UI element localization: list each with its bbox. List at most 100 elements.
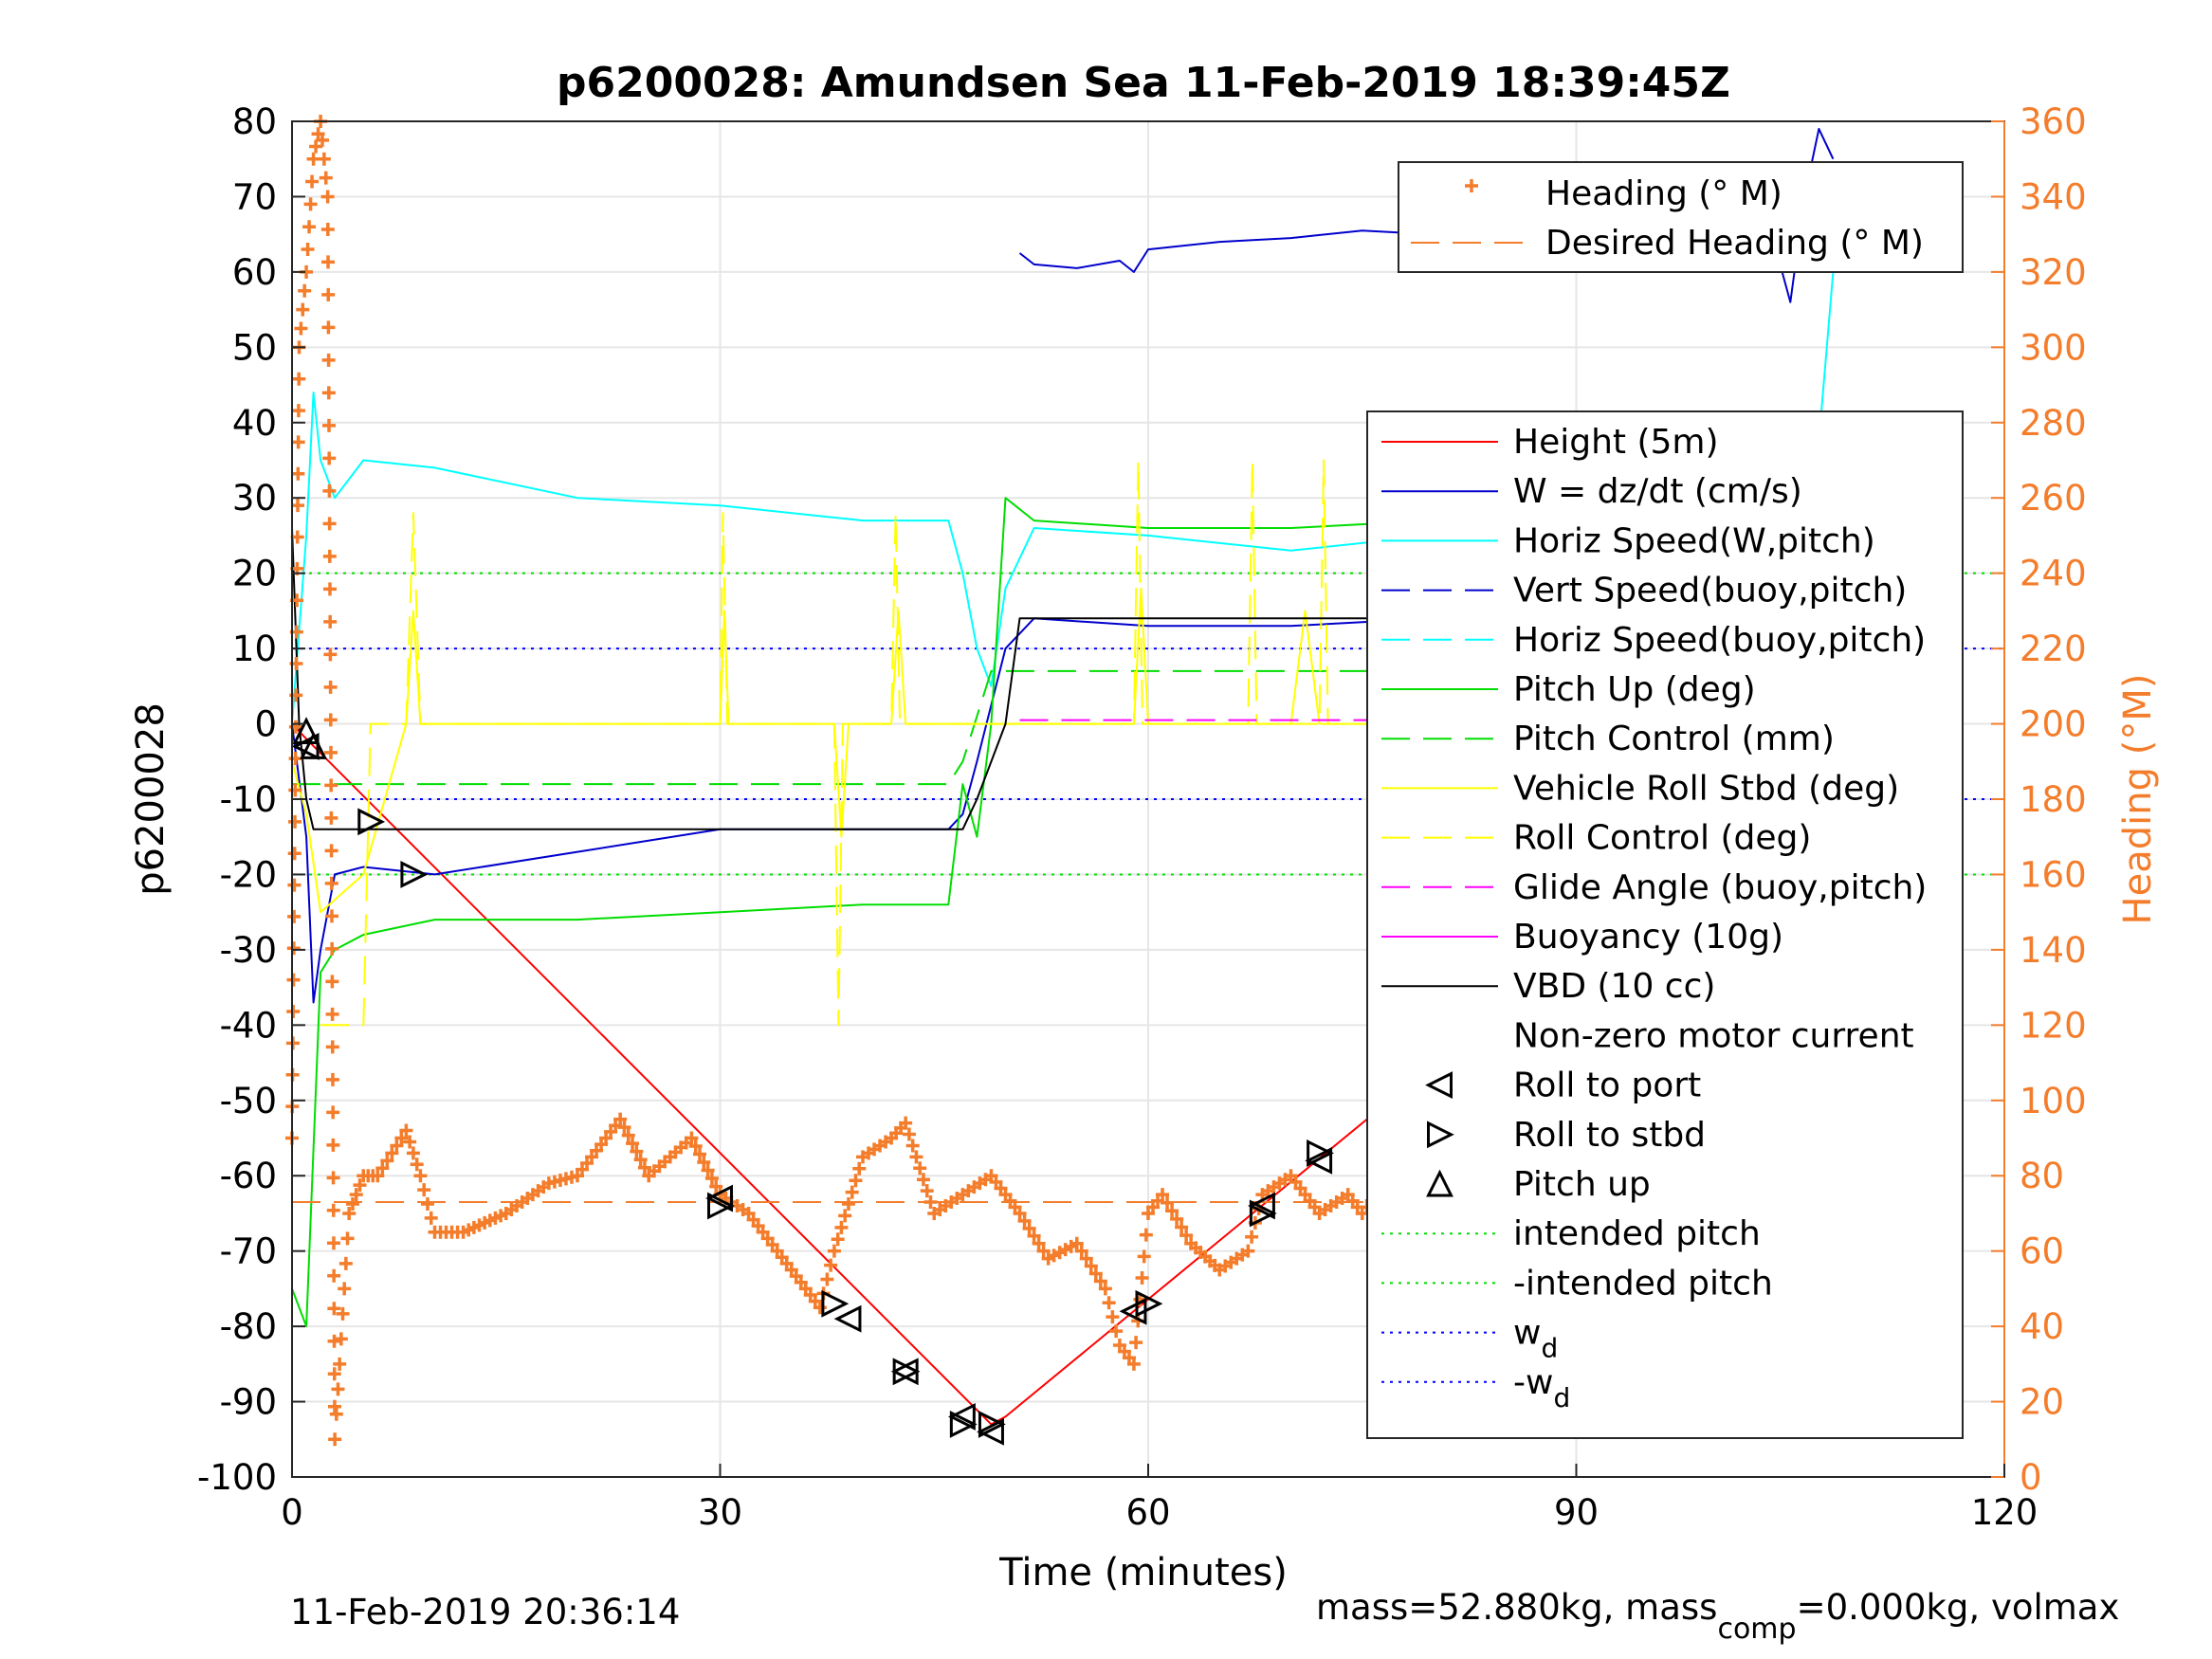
heading-point xyxy=(827,1244,841,1258)
heading-point xyxy=(326,1171,340,1185)
x-tick-label: 0 xyxy=(281,1492,303,1533)
heading-point xyxy=(301,243,315,257)
heading-point xyxy=(321,353,336,367)
y-tick-label: 70 xyxy=(232,176,277,217)
legend-entry: Roll to stbd xyxy=(1513,1116,1706,1155)
heading-point xyxy=(291,435,305,449)
legend-entry: Buoyancy (10g) xyxy=(1513,918,1783,957)
heading-point xyxy=(322,451,337,465)
heading-point xyxy=(291,466,305,481)
heading-point xyxy=(1088,1267,1103,1281)
legend-entry: Glide Angle (buoy,pitch) xyxy=(1513,868,1927,907)
legend-main: Height (5m) W = dz/dt (cm/s) Horiz Speed(W… xyxy=(1366,410,1964,1439)
y2-tick-label: 240 xyxy=(2020,554,2087,594)
legend-entry: VBD (10 cc) xyxy=(1513,967,1715,1006)
y2-tick-label: 280 xyxy=(2020,403,2087,444)
heading-point xyxy=(327,1334,341,1348)
heading-point xyxy=(324,909,338,923)
heading-point xyxy=(1098,1282,1112,1296)
heading-point xyxy=(1017,1213,1032,1228)
heading-point xyxy=(905,1139,920,1153)
heading-point xyxy=(1106,1310,1120,1324)
heading-point xyxy=(852,1161,867,1176)
heading-point xyxy=(288,752,302,766)
heading-point xyxy=(309,139,323,154)
heading-point xyxy=(292,372,306,386)
y2-tick-label: 340 xyxy=(2020,176,2087,217)
heading-point xyxy=(385,1146,399,1160)
heading-point xyxy=(1241,1244,1255,1258)
heading-point xyxy=(325,975,339,989)
y-tick-label: 10 xyxy=(232,629,277,669)
heading-point xyxy=(688,1139,703,1154)
heading-point xyxy=(1102,1296,1116,1310)
heading-point xyxy=(380,1154,394,1168)
footer-mass: mass=52.880kg, masscomp=0.000kg, volmax xyxy=(1316,1587,2119,1646)
heading-point xyxy=(704,1172,719,1186)
footer-mass-text: mass=52.880kg, mass xyxy=(1316,1587,1717,1628)
y-tick-label: 60 xyxy=(232,252,277,293)
heading-point xyxy=(709,1179,723,1194)
legend-entry: Horiz Speed(W,pitch) xyxy=(1513,521,1875,560)
heading-point xyxy=(1084,1259,1098,1273)
marker-roll-to-port xyxy=(833,1304,862,1333)
heading-point xyxy=(338,1282,352,1296)
heading-point xyxy=(685,1131,699,1145)
heading-point xyxy=(849,1174,863,1188)
heading-point xyxy=(420,1197,434,1212)
y2-tick-label: 80 xyxy=(2020,1156,2064,1196)
heading-point xyxy=(353,1178,367,1193)
heading-point xyxy=(1175,1220,1189,1234)
heading-point xyxy=(323,745,338,759)
heading-point xyxy=(296,302,310,317)
legend-heading-entry: Desired Heading (° M) xyxy=(1545,224,1924,263)
heading-point xyxy=(841,1197,855,1212)
x-tick-label: 30 xyxy=(698,1492,742,1533)
x-tick-label: 60 xyxy=(1125,1492,1170,1533)
y2-tick-label: 200 xyxy=(2020,704,2087,745)
heading-point xyxy=(333,1357,347,1371)
heading-point xyxy=(323,713,338,727)
heading-point xyxy=(322,418,337,432)
heading-point xyxy=(345,1197,359,1212)
heading-point xyxy=(831,1232,845,1247)
heading-point xyxy=(1036,1244,1051,1258)
heading-point xyxy=(327,1302,341,1316)
legend-heading-entry: Heading (° M) xyxy=(1545,174,1782,213)
x-axis: 0 30 60 90 120 xyxy=(281,1464,2038,1533)
heading-point xyxy=(1069,1236,1084,1250)
heading-point xyxy=(325,1007,339,1021)
marker-pitch-up xyxy=(300,732,328,759)
y2-tick-label: 0 xyxy=(2020,1457,2042,1498)
heading-point xyxy=(287,909,302,923)
heading-point xyxy=(324,844,338,858)
heading-point xyxy=(303,197,318,211)
legend-heading-box xyxy=(1398,161,1964,273)
marker-roll-to-stbd xyxy=(949,1410,978,1438)
heading-point xyxy=(322,483,337,498)
marker-roll-to-stbd xyxy=(1249,1199,1277,1228)
y2-tick-label: 100 xyxy=(2020,1081,2087,1121)
heading-point xyxy=(326,1105,340,1120)
heading-point xyxy=(328,1432,342,1447)
heading-point xyxy=(1093,1274,1107,1288)
y2-tick-label: 20 xyxy=(2020,1382,2064,1423)
heading-point xyxy=(701,1163,715,1177)
heading-point xyxy=(617,1121,631,1135)
heading-point xyxy=(1139,1228,1153,1242)
heading-point xyxy=(326,1138,340,1152)
heading-point xyxy=(834,1220,849,1234)
legend-heading: Heading (° M) Desired Heading (° M) xyxy=(1398,161,1964,273)
heading-point xyxy=(838,1209,852,1223)
y-tick-label: 0 xyxy=(254,704,277,745)
y-tick-label: -40 xyxy=(220,1005,277,1046)
heading-point xyxy=(325,1040,339,1054)
heading-point xyxy=(403,1135,417,1149)
y2-tick-label: 260 xyxy=(2020,478,2087,519)
heading-point xyxy=(327,1268,341,1283)
y2-tick-label: 40 xyxy=(2020,1306,2064,1347)
heading-point xyxy=(820,1272,834,1286)
marker-roll-to-stbd xyxy=(357,808,386,836)
heading-point xyxy=(1027,1229,1041,1243)
heading-point xyxy=(394,1131,409,1145)
